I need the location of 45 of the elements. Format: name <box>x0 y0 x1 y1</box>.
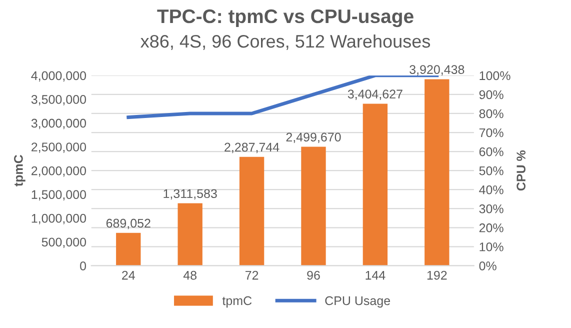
y-tick-label: 3,500,000 <box>31 95 86 106</box>
x-tick-label: 24 <box>122 270 135 280</box>
y-tick-label: 2,500,000 <box>32 142 86 153</box>
data-label: 3,404,627 <box>348 90 402 100</box>
y2-tick-label: 100% <box>480 71 510 80</box>
y2-tick-label: 50% <box>479 166 504 176</box>
y2-tick-label: 60% <box>479 147 504 156</box>
data-label: 2,287,744 <box>224 142 280 154</box>
data-label: 689,052 <box>106 218 150 230</box>
y2-tick-label: 10% <box>480 242 504 252</box>
bar <box>239 156 264 266</box>
data-label: 1,311,583 <box>164 189 217 200</box>
y-tick-label: 500,000 <box>42 238 86 248</box>
y-tick-label: 3,000,000 <box>31 118 86 130</box>
x-tick-label: 144 <box>366 271 386 280</box>
x-tick-label: 192 <box>427 270 447 280</box>
y-tick-label: 4,000,000 <box>31 71 86 82</box>
y-tick-label: 1,500,000 <box>32 190 86 200</box>
y2-tick-label: 20% <box>479 223 504 232</box>
data-label: 3,920,438 <box>410 65 464 76</box>
y2-tick-label: 30% <box>479 204 504 214</box>
y2-tick-label: 70% <box>479 128 504 138</box>
y2-tick-label: 80% <box>479 109 504 118</box>
data-label: 2,499,670 <box>286 132 341 144</box>
x-tick-label: 72 <box>245 270 258 280</box>
y2-axis-title: CPU % <box>516 150 526 191</box>
chart-subtitle: x86, 4S, 96 Cores, 512 Warehouses <box>140 34 430 50</box>
line-series <box>126 75 439 120</box>
y2-tick-label: 40% <box>479 185 504 194</box>
legend-label: CPU Usage <box>325 296 390 308</box>
y2-tick-label: 0% <box>479 261 496 270</box>
y2-tick-label: 90% <box>479 90 504 100</box>
y-axis-title: tpmC <box>14 154 26 186</box>
x-tick-label: 48 <box>183 270 196 280</box>
y-tick-label: 0 <box>80 261 86 270</box>
y-tick-label: 1,000,000 <box>32 214 86 224</box>
bar <box>362 104 388 266</box>
y-tick-label: 2,000,000 <box>32 166 86 177</box>
bar <box>424 79 450 266</box>
x-tick-label: 96 <box>307 270 320 280</box>
bar <box>301 146 326 266</box>
legend-label: tpmC <box>222 296 252 308</box>
bar <box>178 203 202 266</box>
bar <box>116 232 141 266</box>
chart-title: TPC-C: tpmC vs CPU-usage <box>157 9 414 28</box>
